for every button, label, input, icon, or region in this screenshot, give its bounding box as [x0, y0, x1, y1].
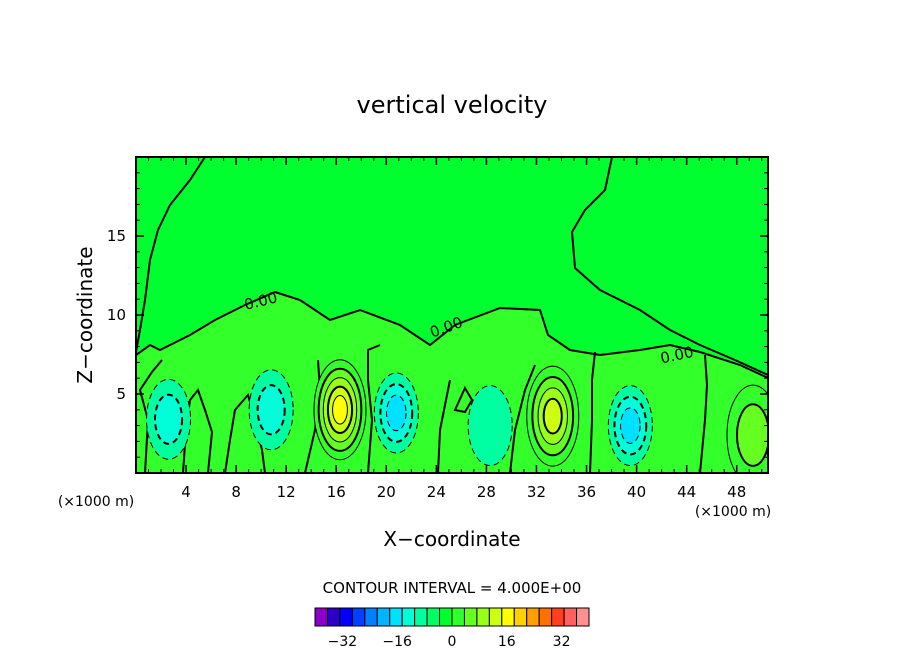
colorbar-tick-label: −32 — [328, 634, 358, 650]
colorbar-tick-label: 16 — [498, 634, 516, 650]
downdraft-contour — [386, 394, 407, 432]
x-tick-label: 4 — [181, 483, 191, 501]
colorbar-swatch — [376, 607, 391, 627]
x-axis-unit-right: (×1000 m) — [695, 504, 771, 520]
zero-contour-lower — [138, 344, 709, 473]
colorbar-swatch — [476, 607, 490, 627]
x-tick-label: 16 — [327, 483, 346, 501]
y-tick-label: 10 — [107, 306, 126, 324]
colorbar-swatch — [576, 607, 590, 627]
downdraft-contour — [467, 385, 513, 467]
colorbar-ticks: −32 −16 0 16 32 — [328, 634, 571, 650]
colorbar-swatch — [501, 607, 515, 627]
colorbar-swatch — [463, 607, 478, 627]
x-tick-label: 48 — [727, 483, 746, 501]
colorbar-swatch — [351, 607, 366, 627]
contour-interval-text: CONTOUR INTERVAL = 4.000E+00 — [323, 579, 582, 597]
y-axis-title: Z−coordinate — [73, 246, 97, 383]
colorbar-swatch — [551, 607, 565, 627]
downdraft-contour — [620, 407, 641, 444]
colorbar-swatch — [314, 607, 328, 627]
x-tick-label: 28 — [477, 483, 496, 501]
downdraft-contour — [154, 393, 184, 445]
colorbar-swatch — [426, 607, 441, 627]
updraft-contour — [332, 395, 348, 425]
colorbar-swatch — [414, 607, 428, 627]
x-tick-label: 8 — [231, 483, 241, 501]
y-tick-label: 15 — [107, 227, 126, 245]
x-tick-label: 12 — [277, 483, 296, 501]
x-tick-label: 20 — [377, 483, 396, 501]
colorbar-swatch — [451, 607, 465, 627]
x-tick-label: 40 — [627, 483, 646, 501]
plot-area: 0.00 0.00 0.00 — [135, 156, 769, 474]
updraft-contour — [542, 397, 563, 435]
x-tick-label: 44 — [677, 483, 696, 501]
colorbar-swatch — [488, 607, 503, 627]
colorbar-swatch — [364, 607, 378, 627]
colorbar-swatch — [401, 607, 416, 627]
colorbar-tick-label: −16 — [382, 634, 412, 650]
colorbar-tick-label: 0 — [448, 634, 457, 650]
colorbar-swatch — [563, 607, 578, 627]
colorbar-swatch — [513, 607, 528, 627]
y-axis: 5 10 15 — [107, 172, 768, 458]
x-tick-label: 32 — [527, 483, 546, 501]
zero-contour-upper — [136, 157, 206, 353]
x-axis-title: X−coordinate — [383, 527, 520, 551]
colorbar-swatch — [538, 607, 553, 627]
colorbar-swatch — [389, 607, 403, 627]
zero-contour-upper-right — [570, 157, 768, 376]
x-tick-label: 24 — [427, 483, 446, 501]
updraft-contour — [735, 403, 768, 467]
colorbar-swatch — [339, 607, 353, 627]
y-tick-label: 5 — [116, 385, 126, 403]
colorbar-tick-label: 32 — [553, 634, 571, 650]
downdraft-contour — [256, 384, 286, 436]
colorbar-swatch — [439, 607, 453, 627]
x-tick-label: 36 — [577, 483, 596, 501]
cell-contours — [146, 359, 768, 473]
x-axis-unit-left: (×1000 m) — [58, 494, 134, 510]
colorbar-swatch — [326, 607, 341, 627]
x-axis: 4 8 12 16 20 24 28 32 36 40 44 48 — [148, 157, 763, 501]
colorbar — [314, 607, 590, 627]
colorbar-swatch — [526, 607, 540, 627]
chart-title: vertical velocity — [357, 91, 548, 119]
